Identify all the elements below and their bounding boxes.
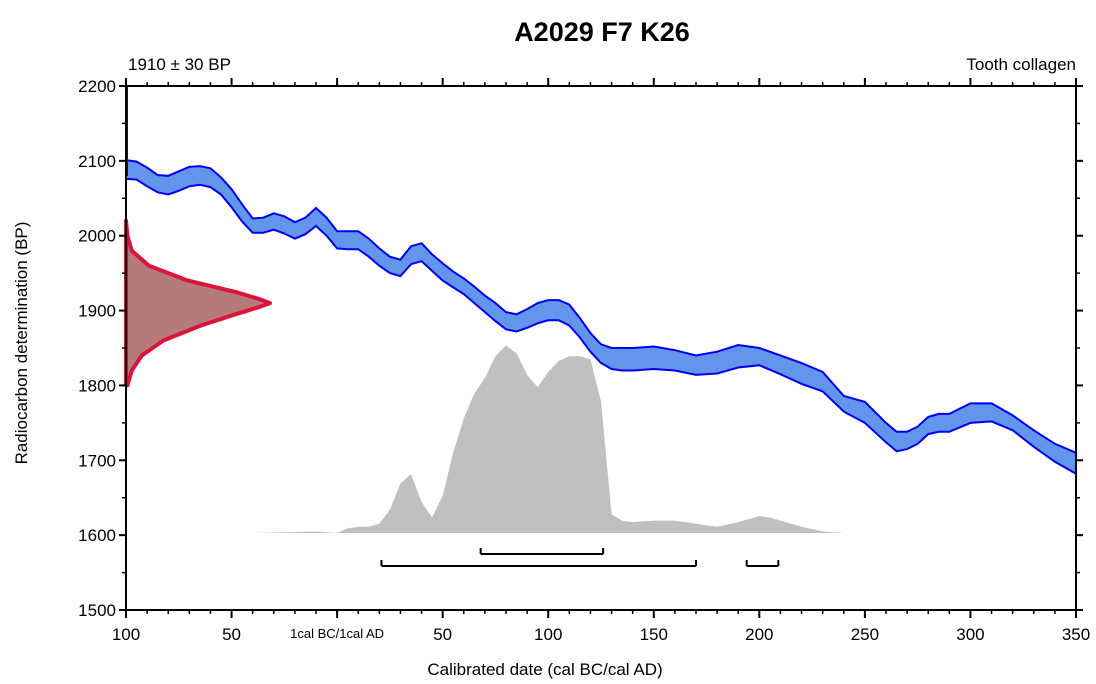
y-tick-label: 2100	[78, 152, 116, 171]
y-axis-label: Radiocarbon determination (BP)	[12, 222, 31, 465]
x-tick-label: 350	[1062, 625, 1090, 644]
radiocarbon-distribution	[124, 218, 272, 388]
y-tick-label: 1600	[78, 526, 116, 545]
chart-title: A2029 F7 K26	[514, 17, 690, 47]
x-tick-label: 100	[112, 625, 140, 644]
x-tick-label: 50	[433, 625, 452, 644]
x-tick-label: 200	[745, 625, 773, 644]
posterior-distribution	[252, 345, 844, 533]
calibration-curve-lower	[125, 177, 1077, 475]
x-tick-label: 1cal BC/1cal AD	[290, 626, 384, 641]
calibration-curve-upper	[125, 159, 1077, 454]
x-tick-label: 50	[222, 625, 241, 644]
y-tick-label: 2000	[78, 227, 116, 246]
material-label: Tooth collagen	[966, 55, 1076, 74]
y-tick-label: 1700	[78, 451, 116, 470]
x-tick-label: 300	[956, 625, 984, 644]
plot-content	[124, 86, 1077, 567]
calibration-curve-band	[126, 160, 1076, 474]
x-tick-label: 150	[640, 625, 668, 644]
y-tick-label: 1900	[78, 302, 116, 321]
x-tick-label: 100	[534, 625, 562, 644]
sample-label: 1910 ± 30 BP	[128, 55, 231, 74]
ticks: 1500 1600 1700 1800 1900 2000 2100 2200 100 50 1ca…	[78, 77, 1090, 644]
y-tick-label: 2200	[78, 77, 116, 96]
y-tick-label: 1500	[78, 601, 116, 620]
x-tick-label: 250	[851, 625, 879, 644]
y-tick-label: 1800	[78, 376, 116, 395]
x-axis-label: Calibrated date (cal BC/cal AD)	[427, 660, 662, 679]
